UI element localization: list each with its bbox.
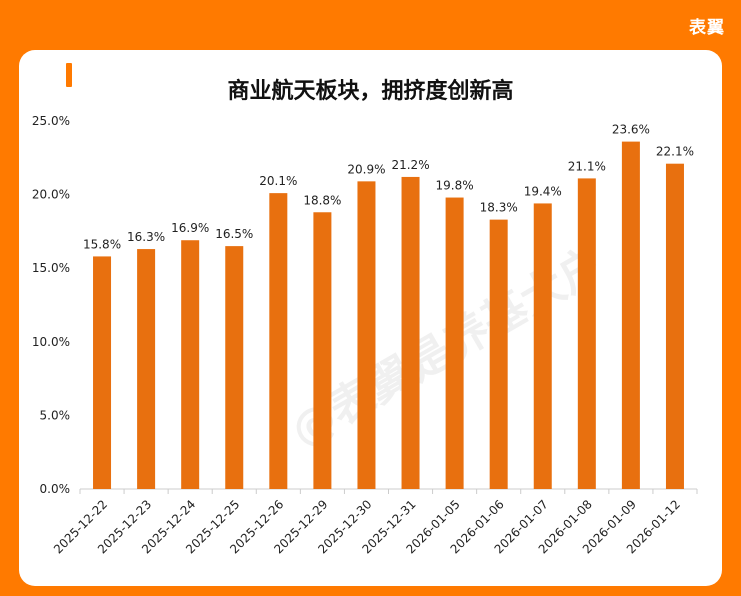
bar-value-label: 20.1% (259, 174, 297, 188)
bar-value-label: 19.4% (524, 184, 562, 198)
bar (401, 176, 420, 489)
bar (621, 141, 640, 489)
y-tick-label: 25.0% (32, 114, 70, 128)
bar (269, 193, 288, 490)
bar-value-label: 20.9% (347, 162, 385, 176)
bar-value-label: 23.6% (612, 123, 650, 137)
title-accent-bar (66, 63, 72, 87)
bar-value-label: 18.8% (303, 193, 341, 207)
bar (181, 240, 200, 489)
y-tick-label: 10.0% (32, 335, 70, 349)
bar (225, 246, 244, 489)
bar-value-label: 21.2% (391, 158, 429, 172)
y-tick-label: 5.0% (40, 408, 71, 422)
bar-value-label: 19.8% (436, 179, 474, 193)
bar (137, 249, 156, 489)
bar-value-label: 18.3% (480, 201, 518, 215)
y-tick-label: 0.0% (40, 482, 71, 496)
bar-value-label: 15.8% (83, 237, 121, 251)
bar (533, 203, 552, 489)
bar-value-label: 16.3% (127, 230, 165, 244)
brand-logo: 表翼 (689, 18, 725, 38)
bar-value-label: 21.1% (568, 159, 606, 173)
bar (445, 197, 464, 489)
chart-title: 商业航天板块，拥挤度创新高 (227, 79, 514, 104)
bar-value-label: 16.5% (215, 227, 253, 241)
bar-value-label: 22.1% (656, 145, 694, 159)
bar-value-label: 16.9% (171, 221, 209, 235)
y-tick-label: 20.0% (32, 188, 70, 202)
bar (489, 219, 508, 489)
bar (665, 163, 684, 490)
y-tick-label: 15.0% (32, 261, 70, 275)
bar (313, 212, 332, 489)
bar (577, 178, 596, 489)
bar (357, 181, 376, 490)
bar (93, 256, 112, 489)
